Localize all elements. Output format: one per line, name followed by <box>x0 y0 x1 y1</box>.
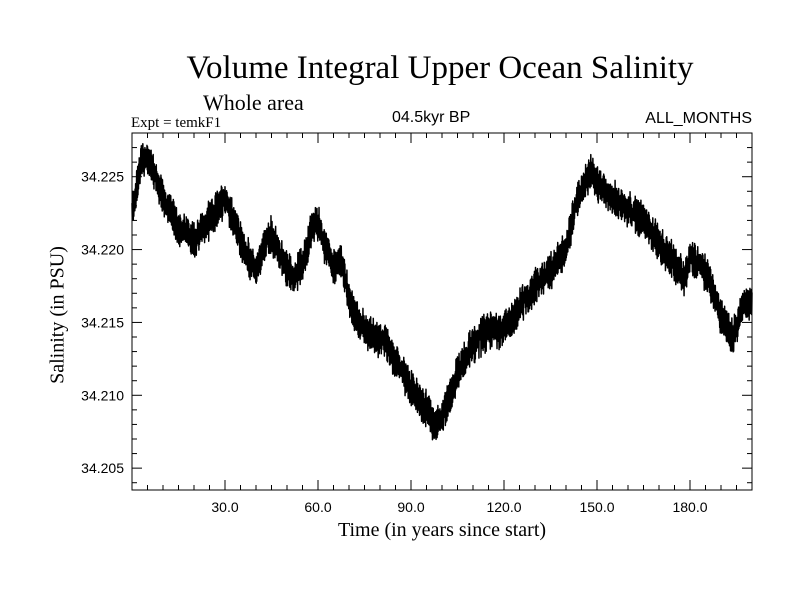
x-tick-label: 150.0 <box>579 499 614 515</box>
chart-title: Volume Integral Upper Ocean Salinity <box>186 50 694 86</box>
x-tick-label: 180.0 <box>672 499 707 515</box>
chart-subtitle: Whole area <box>203 90 304 115</box>
x-tick-label: 30.0 <box>211 499 238 515</box>
plot-frame <box>131 132 753 491</box>
x-tick-label: 120.0 <box>486 499 521 515</box>
experiment-label: Expt = temkF1 <box>131 115 222 131</box>
y-tick-label: 34.210 <box>81 387 124 403</box>
y-tick-label: 34.220 <box>81 242 124 258</box>
x-tick-label: 60.0 <box>304 499 331 515</box>
months-label: ALL_MONTHS <box>645 110 752 127</box>
y-axis-label: Salinity (in PSU) <box>46 246 69 384</box>
x-tick-label: 90.0 <box>397 499 424 515</box>
y-tick-label: 34.225 <box>81 169 124 185</box>
salinity-series-line <box>131 143 753 441</box>
x-axis-label: Time (in years since start) <box>337 519 547 541</box>
y-tick-label: 34.215 <box>81 314 124 330</box>
y-tick-label: 34.205 <box>81 460 124 476</box>
period-label: 04.5kyr BP <box>392 109 471 126</box>
